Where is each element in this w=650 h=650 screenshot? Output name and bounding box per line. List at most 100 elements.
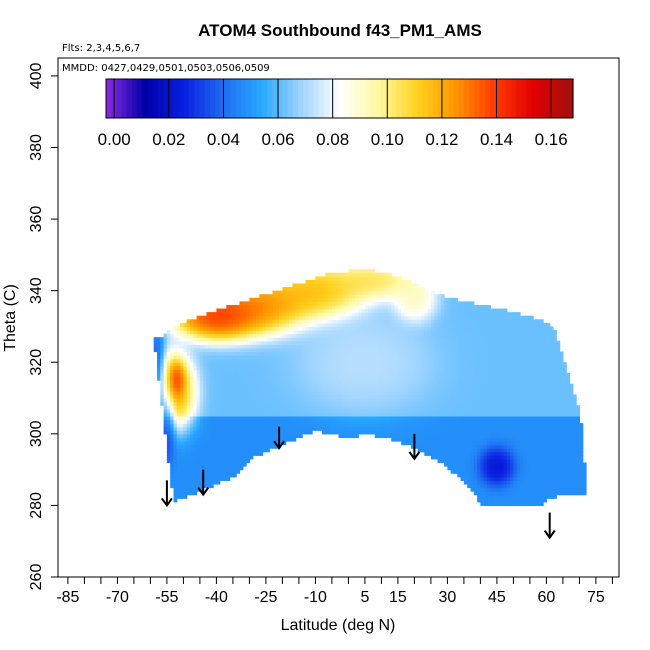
heatmap-cell xyxy=(444,362,448,367)
heatmap-cell xyxy=(252,419,257,424)
heatmap-cell xyxy=(404,308,409,313)
heatmap-cell xyxy=(265,433,270,439)
heatmap-cell xyxy=(500,448,505,453)
heatmap-cell xyxy=(496,501,501,507)
heatmap-cell xyxy=(414,401,419,406)
heatmap-cell xyxy=(430,437,435,442)
heatmap-cell xyxy=(269,315,274,320)
heatmap-cell xyxy=(298,390,303,396)
heatmap-cell xyxy=(470,462,475,467)
heatmap-cell xyxy=(209,473,214,478)
heatmap-cell xyxy=(483,480,488,485)
heatmap-cell xyxy=(249,358,254,363)
heatmap-cell xyxy=(269,419,274,424)
heatmap-cell xyxy=(226,405,231,410)
heatmap-cell xyxy=(470,355,475,360)
heatmap-cell xyxy=(331,333,336,338)
heatmap-cell xyxy=(331,358,336,363)
heatmap-cell xyxy=(473,426,478,431)
heatmap-cell xyxy=(213,365,217,370)
heatmap-cell xyxy=(493,487,498,492)
heatmap-cell xyxy=(193,405,198,410)
heatmap-cell xyxy=(447,340,452,345)
heatmap-cell xyxy=(315,387,320,392)
heatmap-cell xyxy=(463,387,468,392)
heatmap-cell xyxy=(292,333,297,338)
heatmap-cell xyxy=(236,444,241,449)
heatmap-cell xyxy=(506,419,511,424)
heatmap-cell xyxy=(355,269,359,274)
heatmap-cell xyxy=(467,344,472,349)
heatmap-cell xyxy=(279,312,283,317)
heatmap-cell xyxy=(397,283,402,288)
heatmap-cell xyxy=(447,330,452,335)
heatmap-cell xyxy=(467,301,472,306)
heatmap-cell xyxy=(414,301,419,306)
heatmap-cell xyxy=(206,358,211,363)
heatmap-cell xyxy=(401,308,406,313)
heatmap-cell xyxy=(493,347,498,353)
heatmap-cell xyxy=(173,351,178,356)
heatmap-cell xyxy=(285,312,290,317)
heatmap-cell xyxy=(397,383,402,388)
heatmap-cell xyxy=(487,415,491,421)
heatmap-cell xyxy=(213,326,217,331)
heatmap-cell xyxy=(341,272,346,277)
heatmap-cell xyxy=(407,430,412,435)
heatmap-cell xyxy=(269,423,274,428)
heatmap-cell xyxy=(328,430,333,435)
heatmap-cell xyxy=(219,466,224,471)
heatmap-cell xyxy=(430,448,435,453)
heatmap-cell xyxy=(315,380,320,385)
heatmap-cell xyxy=(341,351,346,356)
heatmap-cell xyxy=(328,347,333,353)
heatmap-cell xyxy=(496,326,501,331)
heatmap-cell xyxy=(242,362,247,367)
heatmap-cell xyxy=(308,290,313,295)
heatmap-cell xyxy=(196,380,201,385)
heatmap-cell xyxy=(417,347,422,353)
heatmap-cell xyxy=(259,369,264,374)
heatmap-cell xyxy=(378,312,382,317)
heatmap-cell xyxy=(269,408,274,413)
heatmap-cell xyxy=(219,372,224,378)
heatmap-cell xyxy=(216,333,221,338)
heatmap-cell xyxy=(358,315,363,320)
heatmap-cell xyxy=(308,362,313,367)
heatmap-cell xyxy=(318,333,323,338)
heatmap-cell xyxy=(401,283,406,288)
heatmap-cell xyxy=(160,337,165,342)
heatmap-cell xyxy=(236,326,241,331)
heatmap-cell xyxy=(265,383,270,388)
heatmap-cell xyxy=(391,415,396,421)
heatmap-cell xyxy=(232,376,237,381)
heatmap-cell xyxy=(437,390,442,396)
heatmap-cell xyxy=(496,440,501,446)
heatmap-cell xyxy=(447,376,452,381)
heatmap-cell xyxy=(312,279,316,285)
heatmap-cell xyxy=(381,308,386,313)
heatmap-cell xyxy=(269,415,274,421)
heatmap-cell xyxy=(289,301,293,306)
heatmap-cell xyxy=(424,304,429,310)
heatmap-cell xyxy=(318,322,323,328)
heatmap-cell xyxy=(282,344,287,349)
heatmap-cell xyxy=(292,351,297,356)
heatmap-cell xyxy=(282,362,287,367)
heatmap-cell xyxy=(242,440,247,446)
heatmap-cell xyxy=(190,394,194,399)
heatmap-cell xyxy=(496,351,501,356)
heatmap-cell xyxy=(496,355,501,360)
heatmap-cell xyxy=(430,401,435,406)
heatmap-cell xyxy=(262,362,267,367)
heatmap-cell xyxy=(249,426,254,431)
heatmap-cell xyxy=(454,330,458,335)
heatmap-cell xyxy=(252,369,257,374)
heatmap-cell xyxy=(242,437,247,442)
heatmap-cell xyxy=(388,423,392,428)
heatmap-cell xyxy=(265,405,270,410)
heatmap-cell xyxy=(450,312,455,317)
heatmap-cell xyxy=(364,423,369,428)
heatmap-cell xyxy=(331,340,336,345)
heatmap-cell xyxy=(500,491,505,496)
